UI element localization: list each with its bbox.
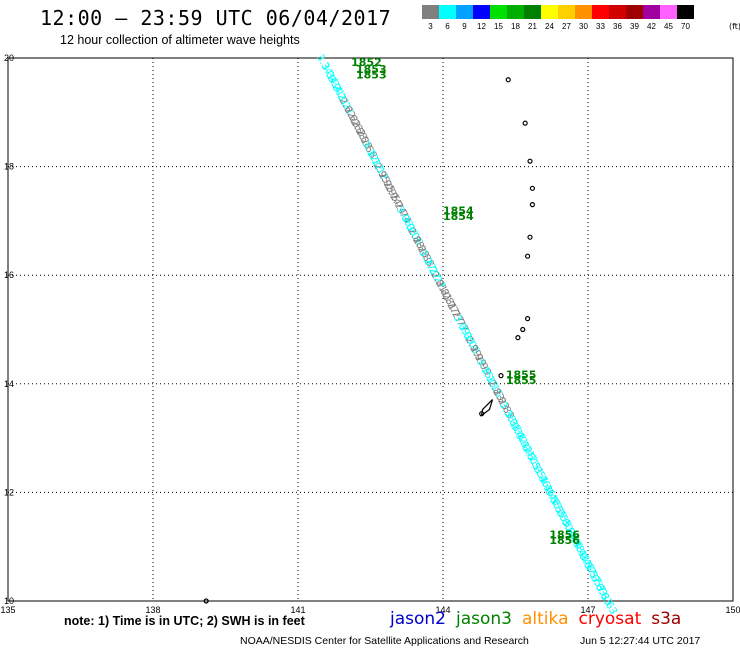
- lon-tick-label: 138: [145, 605, 160, 615]
- legend-swatch: [524, 5, 541, 19]
- lat-tick-label: 20: [4, 53, 14, 63]
- legend-label: 45: [664, 22, 673, 31]
- legend-swatch: [592, 5, 609, 19]
- page-title: 12:00 – 23:59 UTC 06/04/2017: [40, 6, 392, 30]
- lon-tick-label: 141: [290, 605, 305, 615]
- legend-label: 9: [462, 22, 467, 31]
- legend-bin: 9: [456, 5, 473, 31]
- island-outline: [522, 120, 528, 126]
- lon-tick-label: 144: [435, 605, 450, 615]
- legend-label: 70: [681, 22, 690, 31]
- legend-bin: 45: [660, 5, 677, 31]
- legend-bin: 42: [643, 5, 660, 31]
- legend-bin: 6: [439, 5, 456, 31]
- legend-bin: 15: [490, 5, 507, 31]
- pass-time-label: 1855: [506, 368, 537, 381]
- satellite-jason2: jason2: [390, 609, 446, 629]
- lon-tick-label: 135: [0, 605, 15, 615]
- legend-label: 15: [494, 22, 503, 31]
- generated-timestamp: Jun 5 12:27:44 UTC 2017: [580, 635, 701, 647]
- legend-unit: (ft): [729, 22, 740, 31]
- lon-tick-label: 147: [580, 605, 595, 615]
- legend-bin: 33: [592, 5, 609, 31]
- island-outline: [527, 158, 533, 164]
- legend-bin: 70: [677, 5, 694, 31]
- satellite-altika: altika: [522, 609, 569, 629]
- legend-label: 42: [647, 22, 656, 31]
- legend-bin: 24: [541, 5, 558, 31]
- island-outline: [498, 373, 504, 379]
- island-outline: [524, 253, 531, 259]
- credit-line: NOAA/NESDIS Center for Satellite Applica…: [240, 635, 529, 647]
- legend-swatch: [422, 5, 439, 19]
- legend-swatch: [473, 5, 490, 19]
- island-outline: [527, 234, 533, 240]
- legend-swatch: [575, 5, 592, 19]
- lat-tick-label: 16: [4, 270, 14, 280]
- island-outline: [529, 185, 536, 191]
- pass-time-label: 1852: [351, 56, 382, 69]
- legend-label: 21: [528, 22, 537, 31]
- legend-swatch: [677, 5, 694, 19]
- legend-bin: 3: [422, 5, 439, 31]
- legend-bin: 18: [507, 5, 524, 31]
- legend-bin: 39: [626, 5, 643, 31]
- legend-bin: 21: [524, 5, 541, 31]
- legend-label: 27: [562, 22, 571, 31]
- legend-swatch: [490, 5, 507, 19]
- legend-bin: 30: [575, 5, 592, 31]
- pass-time-label: 1855: [506, 374, 537, 387]
- lat-tick-label: 10: [4, 596, 14, 606]
- legend-bin: 12: [473, 5, 490, 31]
- island-outline: [505, 77, 511, 83]
- legend-swatch: [456, 5, 473, 19]
- pass-time-label: 1853: [356, 63, 387, 76]
- legend-swatch: [439, 5, 456, 19]
- satellite-jason3: jason3: [456, 609, 512, 629]
- lat-tick-label: 12: [4, 487, 14, 497]
- legend-label: 30: [579, 22, 588, 31]
- legend-label: 12: [477, 22, 486, 31]
- wave-height-legend: 3 6 9 12 15 18 21 24 27 30 33 36 39 42 45 70: [422, 5, 694, 31]
- legend-swatch: [643, 5, 660, 19]
- satellite-cryosat: cryosat: [578, 609, 642, 629]
- legend-label: 3: [428, 22, 433, 31]
- lat-tick-label: 18: [4, 162, 14, 172]
- legend-label: 18: [511, 22, 520, 31]
- legend-swatch: [609, 5, 626, 19]
- island-outline: [515, 335, 521, 341]
- island-outline: [524, 316, 531, 322]
- legend-bin: 36: [609, 5, 626, 31]
- map-frame: [7, 57, 734, 602]
- island-outline: [203, 598, 209, 604]
- legend-swatch: [660, 5, 677, 19]
- satellite-s3a: s3a: [651, 609, 682, 629]
- legend-swatch: [507, 5, 524, 19]
- pass-time-label: 1856: [549, 534, 580, 547]
- legend-bin: 27: [558, 5, 575, 31]
- satellite-key: jason2 jason3 altika cryosat s3a: [390, 609, 691, 629]
- pass-time-label: 1856: [549, 529, 580, 542]
- page-subtitle: 12 hour collection of altimeter wave hei…: [60, 33, 300, 47]
- legend-label: 36: [613, 22, 622, 31]
- guam-outline: [480, 399, 494, 417]
- pass-time-label: 1854: [443, 204, 474, 217]
- legend-swatch: [541, 5, 558, 19]
- legend-label: 39: [630, 22, 639, 31]
- legend-label: 33: [596, 22, 605, 31]
- legend-swatch: [558, 5, 575, 19]
- lon-tick-label: 150: [725, 605, 740, 615]
- pass-time-label: 1854: [443, 210, 474, 223]
- legend-label: 24: [545, 22, 554, 31]
- island-outline: [520, 326, 526, 333]
- footer-note: note: 1) Time is in UTC; 2) SWH is in fe…: [64, 614, 305, 628]
- pass-time-label: 1853: [356, 69, 387, 82]
- lat-tick-label: 14: [4, 379, 14, 389]
- island-outline: [529, 202, 536, 208]
- legend-label: 6: [445, 22, 450, 31]
- legend-swatch: [626, 5, 643, 19]
